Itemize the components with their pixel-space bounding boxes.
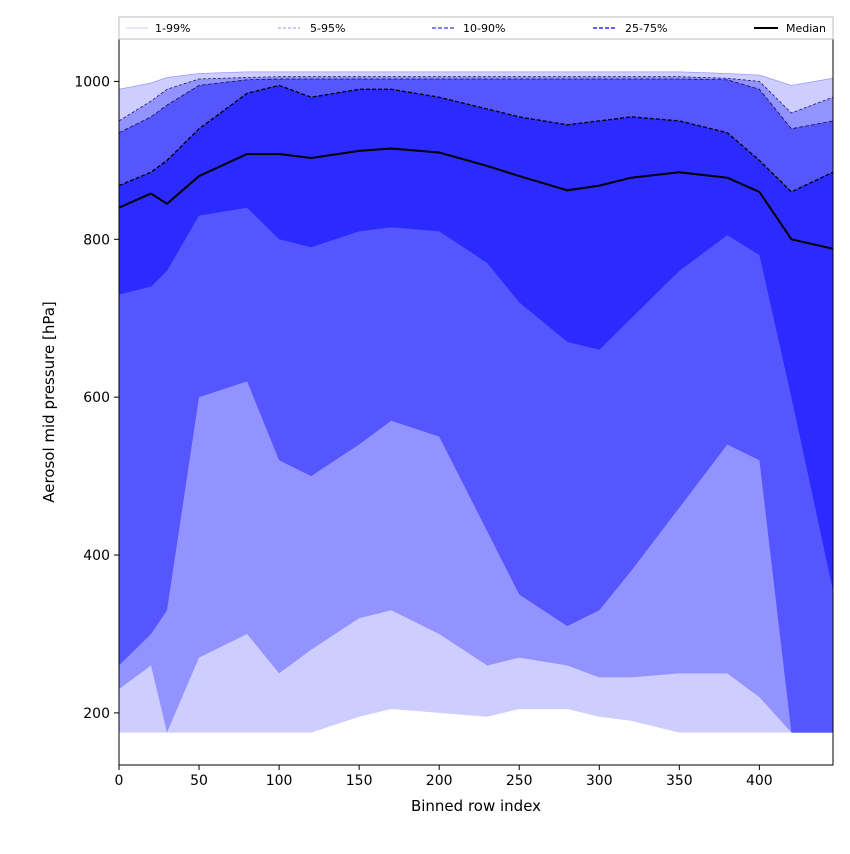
band-25-75 bbox=[119, 85, 833, 591]
x-tick-label: 150 bbox=[346, 773, 373, 789]
y-tick-label: 600 bbox=[83, 390, 110, 406]
y-tick-label: 200 bbox=[83, 706, 110, 722]
legend: 1-99% 5-95% 10-90% 25-75% Median bbox=[118, 16, 834, 40]
legend-label-10-90: 10-90% bbox=[463, 22, 505, 35]
band-1-99-upper-edge bbox=[119, 71, 833, 90]
y-tick-label: 400 bbox=[83, 548, 110, 564]
x-axis-label: Binned row index bbox=[411, 797, 541, 815]
x-tick-label: 250 bbox=[506, 773, 533, 789]
x-tick-label: 400 bbox=[746, 773, 773, 789]
x-tick-label: 300 bbox=[586, 773, 613, 789]
legend-label-median: Median bbox=[786, 22, 826, 35]
x-tick-label: 0 bbox=[115, 773, 124, 789]
x-tick-label: 50 bbox=[190, 773, 208, 789]
band-5-95-upper-edge bbox=[119, 76, 833, 122]
y-tick-label: 1000 bbox=[74, 74, 110, 90]
x-tick-label: 350 bbox=[666, 773, 693, 789]
y-axis-label: Aerosol mid pressure [hPa] bbox=[40, 301, 58, 503]
legend-label-25-75: 25-75% bbox=[625, 22, 667, 35]
band-layer bbox=[119, 71, 833, 733]
band-25-75-upper-edge bbox=[119, 84, 833, 193]
y-axis: 200 400 600 800 1000 bbox=[74, 74, 119, 722]
band-10-90-upper-edge bbox=[119, 78, 833, 134]
x-axis: 0 50 100 150 200 250 300 350 400 bbox=[115, 765, 773, 789]
legend-frame bbox=[118, 16, 834, 40]
legend-label-1-99: 1-99% bbox=[155, 22, 190, 35]
y-tick-label: 800 bbox=[83, 232, 110, 248]
x-tick-label: 100 bbox=[266, 773, 293, 789]
x-tick-label: 200 bbox=[426, 773, 453, 789]
legend-label-5-95: 5-95% bbox=[310, 22, 345, 35]
median-line bbox=[119, 147, 833, 250]
